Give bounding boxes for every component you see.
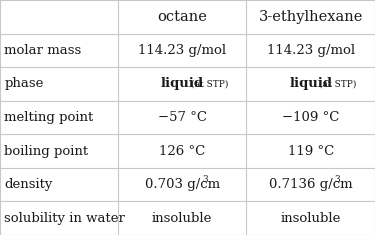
Text: density: density bbox=[4, 178, 53, 191]
Text: liquid: liquid bbox=[161, 77, 204, 90]
Text: (at STP): (at STP) bbox=[190, 80, 228, 89]
Text: 126 °C: 126 °C bbox=[159, 145, 206, 158]
Text: 0.703 g/cm: 0.703 g/cm bbox=[145, 178, 220, 191]
Text: solubility in water: solubility in water bbox=[4, 212, 125, 225]
Text: (at STP): (at STP) bbox=[319, 80, 356, 89]
Text: boiling point: boiling point bbox=[4, 145, 88, 158]
Text: insoluble: insoluble bbox=[280, 212, 341, 225]
Text: liquid: liquid bbox=[289, 77, 332, 90]
Text: molar mass: molar mass bbox=[4, 44, 82, 57]
Text: 0.7136 g/cm: 0.7136 g/cm bbox=[269, 178, 352, 191]
Text: 3-ethylhexane: 3-ethylhexane bbox=[258, 10, 363, 24]
Text: 3: 3 bbox=[334, 175, 340, 184]
Text: phase: phase bbox=[4, 77, 44, 90]
Text: 114.23 g/mol: 114.23 g/mol bbox=[267, 44, 355, 57]
Text: insoluble: insoluble bbox=[152, 212, 212, 225]
Text: melting point: melting point bbox=[4, 111, 94, 124]
Text: −109 °C: −109 °C bbox=[282, 111, 339, 124]
Text: −57 °C: −57 °C bbox=[158, 111, 207, 124]
Text: 119 °C: 119 °C bbox=[288, 145, 334, 158]
Text: 3: 3 bbox=[203, 175, 208, 184]
Text: octane: octane bbox=[158, 10, 207, 24]
Text: 114.23 g/mol: 114.23 g/mol bbox=[138, 44, 226, 57]
